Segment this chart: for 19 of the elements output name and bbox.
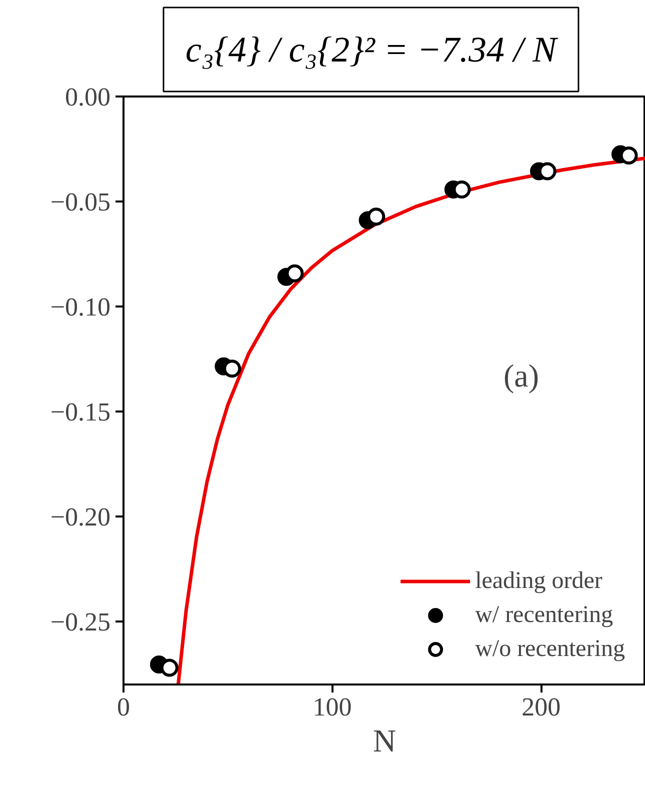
y-tick-label: 0.00 xyxy=(65,82,110,112)
y-tick-label: −0.15 xyxy=(50,398,111,426)
y-tick-label: −0.20 xyxy=(50,502,111,532)
x-tick-label: 100 xyxy=(312,692,352,722)
text: c₃{4} / c₃{2}² = −7.34 / N xyxy=(186,30,558,70)
legend-label: w/o recentering xyxy=(475,636,625,662)
x-axis-title: N xyxy=(372,722,396,758)
point xyxy=(286,264,304,282)
y-tick-label: −0.10 xyxy=(50,292,111,322)
line-series xyxy=(176,156,645,684)
y-tick-label: −0.05 xyxy=(50,188,111,216)
point xyxy=(367,208,386,226)
legend-label: w/ recentering xyxy=(475,602,613,628)
x-tick-label: 0 xyxy=(117,692,130,722)
legend-label: leading order xyxy=(475,568,602,594)
y-tick-label: −0.25 xyxy=(50,608,111,636)
annotation: (a) xyxy=(504,358,540,394)
point xyxy=(160,658,178,677)
x-tick-label: 200 xyxy=(522,692,561,722)
